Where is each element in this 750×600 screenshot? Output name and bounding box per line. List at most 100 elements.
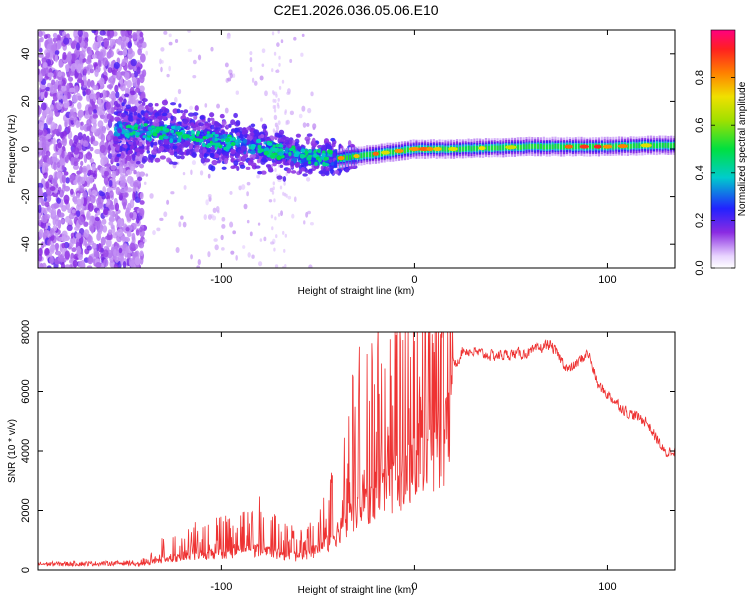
spectral-cell [40,102,47,111]
spectral-cell [209,117,215,121]
spectral-cell [251,77,255,83]
spectral-cell [54,202,59,209]
spectral-cell [168,33,172,38]
spectral-cell [130,106,136,112]
spectral-cell [108,93,114,99]
spectral-cell [238,185,242,191]
spectral-cell [202,148,207,153]
spectral-cell [280,39,284,44]
spectral-cell [80,196,85,205]
spectral-cell [128,96,134,104]
spectral-peak [593,144,602,149]
spectral-cell [109,215,115,222]
spectral-cell [161,99,169,106]
spectral-cell [125,227,130,232]
spectral-cell [300,167,306,172]
spectral-peak [564,144,574,149]
spectral-cell [216,129,220,135]
spectral-cell [148,118,153,125]
x-tick-label: 0 [411,274,417,286]
spectral-cell [113,263,119,268]
spectral-cell [113,136,119,142]
spectral-cell [600,143,603,149]
spectral-cell [170,125,176,130]
spectral-cell [38,30,43,38]
spectral-cell [44,201,50,208]
spectral-cell [214,137,218,142]
spectral-cell [125,155,132,162]
spectral-cell [273,129,276,134]
spectral-cell [312,126,316,131]
spectral-cell [80,121,84,127]
spectral-cell [66,82,70,93]
spectral-cell [38,247,43,257]
spectral-cell [232,230,237,235]
spectral-cell [129,90,136,96]
spectral-cell [94,68,99,78]
spectral-cell [141,101,146,106]
spectral-cell [63,99,70,109]
spectral-cell [499,145,502,151]
spectral-cell [330,161,335,166]
spectral-cell [277,97,280,102]
spectral-cell [53,161,57,171]
spectral-cell [117,228,124,237]
spectral-cell [148,102,154,107]
spectral-cell [214,142,221,147]
spectral-cell [141,41,147,49]
spectral-cell [45,181,50,189]
x-tick-label: 0 [411,581,417,593]
spectral-peak [478,146,486,151]
spectral-peak [448,147,458,151]
spectral-cell [183,109,189,114]
spectral-cell [38,89,41,98]
spectral-cell [83,221,89,227]
spectral-cell [73,179,78,186]
spectral-cell [139,200,145,205]
spectral-cell [670,143,673,149]
spectral-cell [99,51,104,58]
spectral-cell [38,129,43,136]
spectral-cell [114,84,119,93]
spectral-cell [86,213,90,219]
spectral-cell [464,146,467,152]
spectral-cell [65,64,70,73]
spectral-cell [89,68,94,74]
y-tick-label: 2000 [20,498,32,522]
spectral-cell [232,73,236,78]
spectral-cell [135,160,141,165]
spectral-cell [278,151,283,157]
colorbar-tick-label: 0.0 [694,260,706,275]
spectral-cell [86,126,91,131]
spectral-cell [194,105,199,112]
spectral-cell [201,142,206,148]
spectral-cell [289,58,293,64]
spectral-cell [210,165,216,172]
spectral-cell [73,134,79,144]
spectral-cell [333,160,339,167]
spectral-cell [305,211,309,218]
spectral-cell [108,49,114,58]
spectral-cell [99,109,106,115]
spectral-cell [260,117,263,122]
spectral-cell [221,247,225,251]
spectral-cell [52,37,58,43]
spectral-cell [50,121,56,131]
spectral-cell [216,160,221,164]
spectral-cell [285,171,288,176]
spectral-cell [306,133,313,137]
spectral-cell [41,200,46,207]
spectral-cell [258,135,262,139]
spectral-cell [106,113,113,120]
spectral-cell [60,85,67,92]
spectral-cell [158,147,163,152]
spectral-cell [170,115,174,122]
spectral-cell [114,156,120,163]
spectral-cell [63,37,70,45]
spectral-cell [48,174,54,181]
spectral-cell [638,143,641,149]
spectral-cell [128,257,135,267]
spectral-cell [303,220,306,225]
spectral-cell [132,31,138,40]
spectral-cell [221,224,226,229]
